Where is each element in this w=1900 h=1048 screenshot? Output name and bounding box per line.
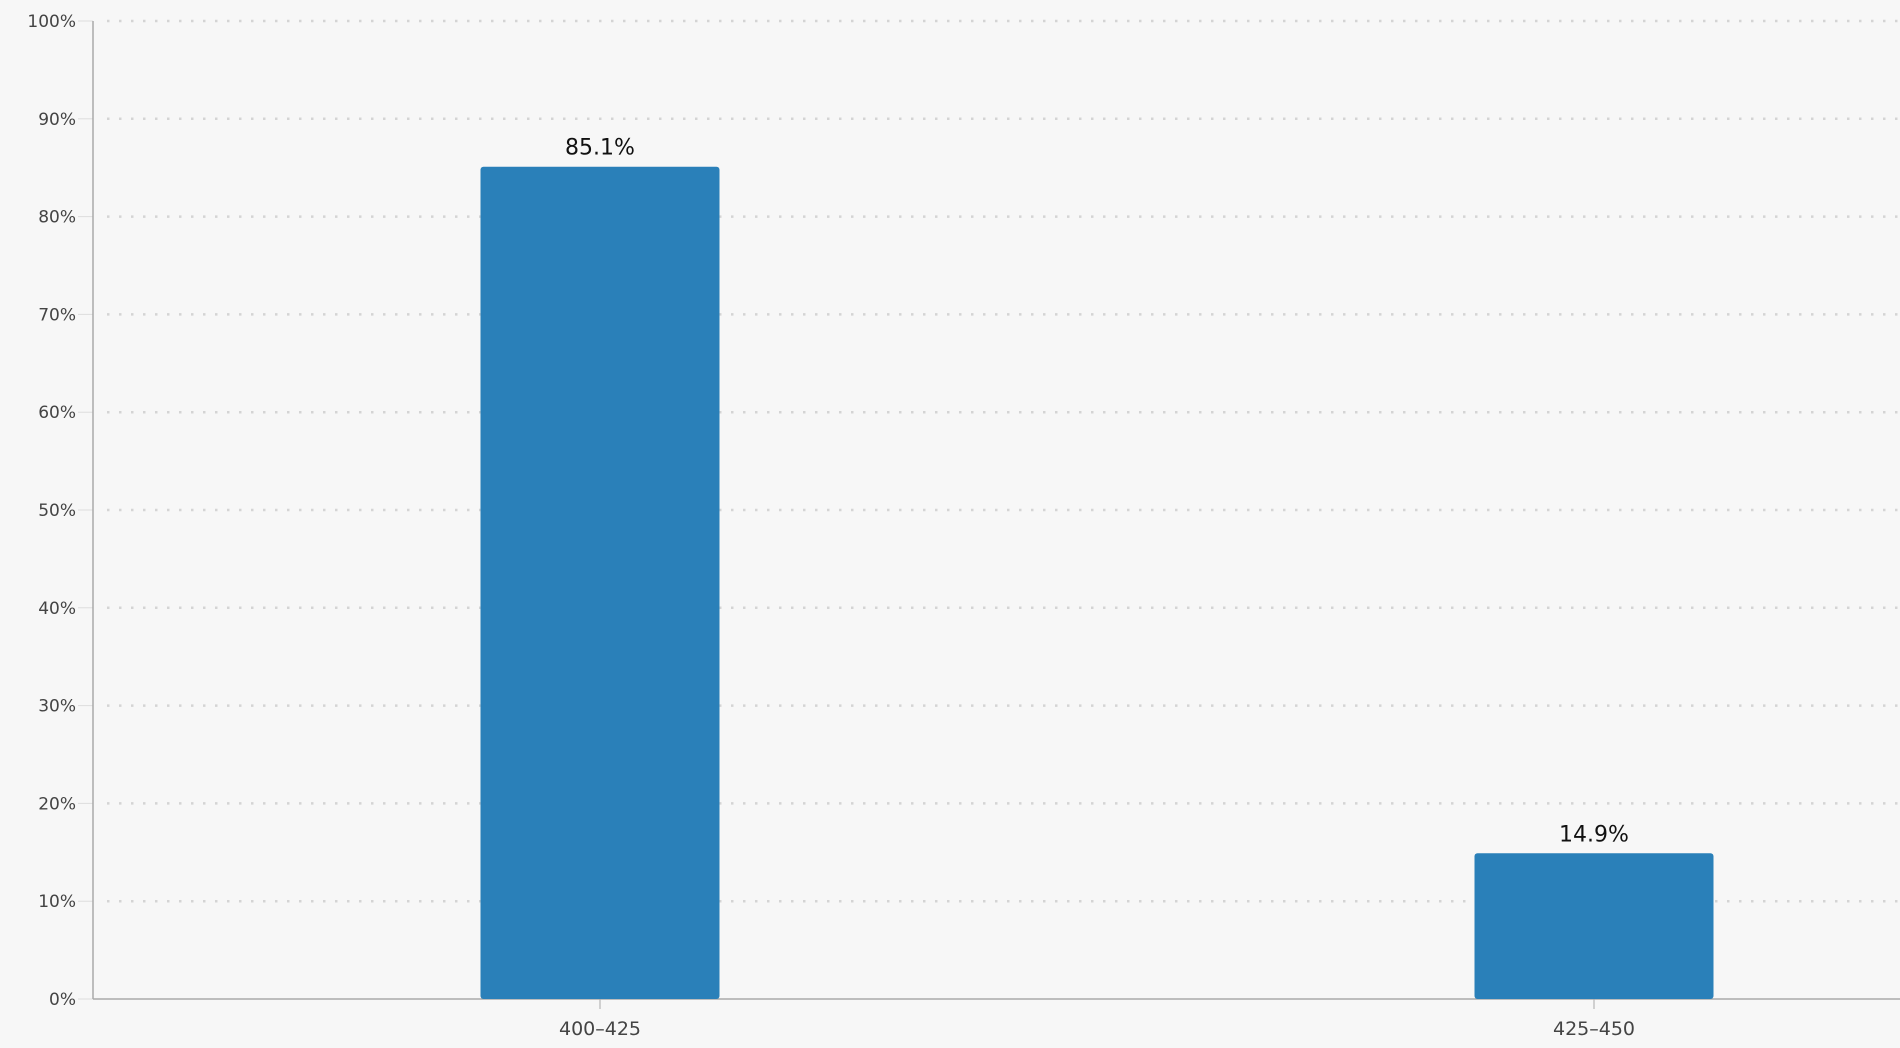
y-tick-label: 80%: [38, 208, 76, 228]
data-label: 85.1%: [565, 136, 635, 161]
y-tick-label: 40%: [38, 599, 76, 619]
bar: [1474, 853, 1714, 999]
y-tick-label: 100%: [27, 12, 76, 32]
y-tick-label: 10%: [38, 892, 76, 912]
x-tick-label: 425–450: [1553, 1018, 1635, 1040]
bar: [480, 166, 720, 1000]
data-label: 14.9%: [1559, 822, 1629, 847]
x-tick-label: 400–425: [559, 1018, 641, 1040]
y-tick-label: 50%: [38, 501, 76, 521]
y-tick-label: 0%: [49, 990, 76, 1010]
y-tick-label: 70%: [38, 305, 76, 325]
y-tick-label: 30%: [38, 697, 76, 717]
y-tick-label: 20%: [38, 794, 76, 814]
y-tick-label: 60%: [38, 403, 76, 423]
y-tick-label: 90%: [38, 110, 76, 130]
